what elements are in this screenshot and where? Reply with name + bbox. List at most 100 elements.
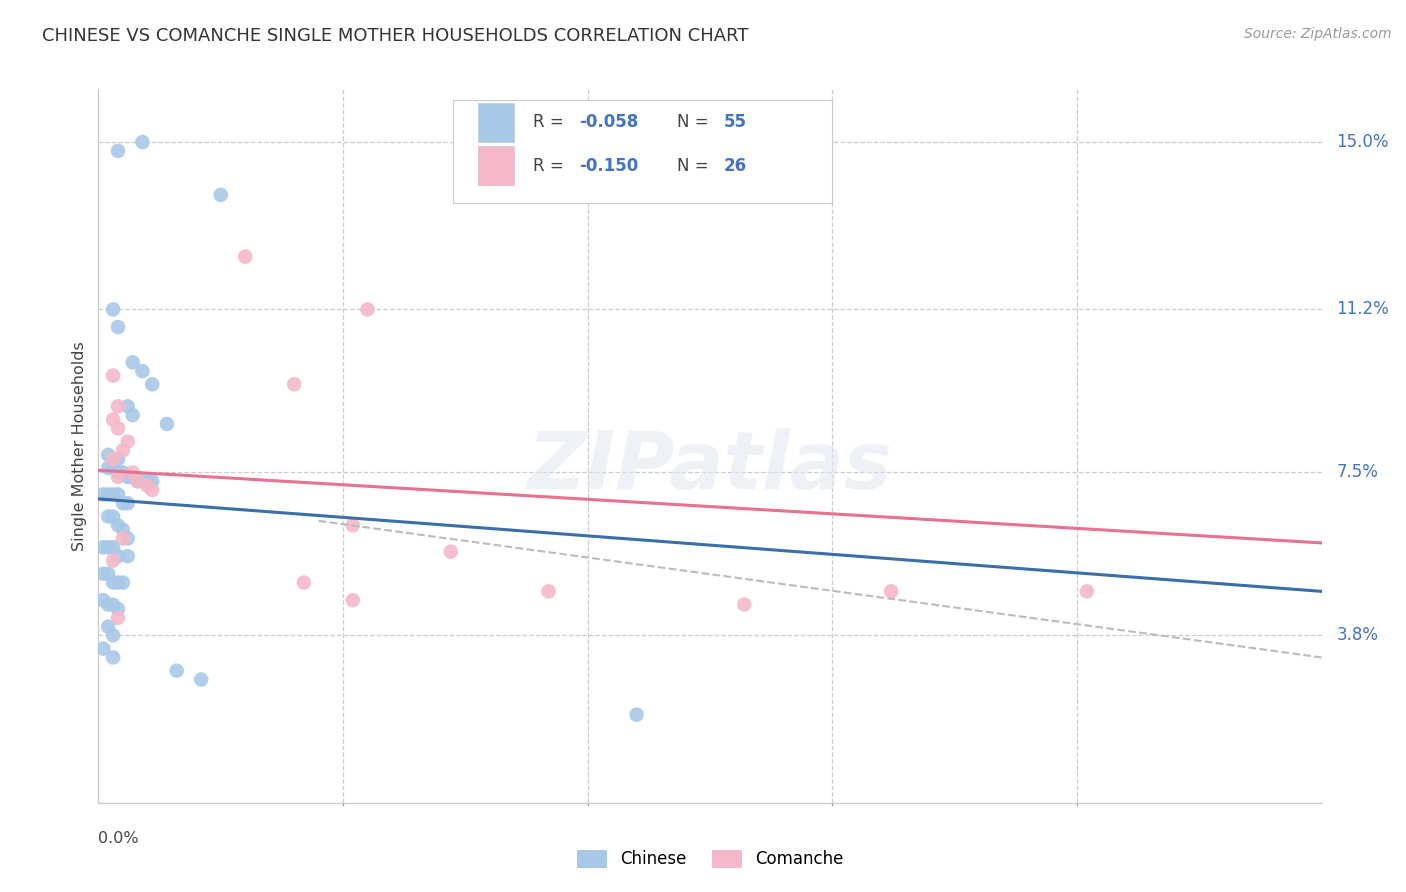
Point [1076, 584, 1098, 599]
Point [233, 250, 256, 264]
Point [101, 487, 124, 501]
Text: -0.150: -0.150 [579, 157, 638, 175]
Point [127, 475, 149, 489]
Point [101, 650, 124, 665]
Point [91, 566, 114, 581]
Point [107, 144, 129, 158]
Point [121, 355, 143, 369]
Point [141, 483, 163, 497]
Point [111, 575, 134, 590]
Point [97, 487, 120, 501]
Point [101, 461, 124, 475]
Point [107, 602, 129, 616]
Point [107, 452, 129, 467]
Point [117, 434, 139, 449]
Point [156, 417, 179, 431]
Point [101, 368, 124, 383]
Point [440, 545, 463, 559]
Text: 7.5%: 7.5% [1336, 464, 1378, 482]
Legend: Chinese, Comanche: Chinese, Comanche [568, 841, 852, 877]
Point [91, 641, 114, 656]
Point [356, 302, 378, 317]
FancyBboxPatch shape [453, 100, 832, 203]
Point [111, 496, 134, 510]
Point [733, 598, 755, 612]
Point [101, 541, 124, 555]
Point [117, 470, 139, 484]
Point [107, 421, 129, 435]
Point [283, 377, 305, 392]
Point [97, 509, 120, 524]
Point [121, 466, 143, 480]
Point [111, 523, 134, 537]
Text: R =: R = [533, 157, 568, 175]
Point [107, 466, 129, 480]
Bar [478, 103, 515, 142]
Point [107, 320, 129, 334]
Point [101, 628, 124, 642]
Point [342, 593, 364, 607]
Point [91, 487, 114, 501]
Point [342, 518, 364, 533]
Point [91, 593, 114, 607]
Point [136, 478, 159, 492]
Point [107, 549, 129, 563]
Point [131, 475, 153, 489]
Point [101, 575, 124, 590]
Point [136, 475, 159, 489]
Text: 11.2%: 11.2% [1336, 301, 1389, 318]
Point [111, 532, 134, 546]
Point [209, 188, 232, 202]
Point [107, 611, 129, 625]
Point [121, 470, 143, 484]
Point [101, 412, 124, 426]
Point [166, 664, 188, 678]
Text: 0.0%: 0.0% [98, 831, 139, 847]
Text: ZIPatlas: ZIPatlas [527, 428, 893, 507]
Point [97, 566, 120, 581]
Point [97, 461, 120, 475]
Point [101, 302, 124, 317]
Text: N =: N = [678, 157, 714, 175]
Point [101, 598, 124, 612]
Text: N =: N = [678, 113, 714, 131]
Point [626, 707, 648, 722]
Point [117, 532, 139, 546]
Point [107, 518, 129, 533]
Point [190, 673, 212, 687]
Point [107, 487, 129, 501]
Text: -0.058: -0.058 [579, 113, 638, 131]
Point [121, 408, 143, 422]
Y-axis label: Single Mother Households: Single Mother Households [72, 341, 87, 551]
Point [101, 509, 124, 524]
Text: CHINESE VS COMANCHE SINGLE MOTHER HOUSEHOLDS CORRELATION CHART: CHINESE VS COMANCHE SINGLE MOTHER HOUSEH… [42, 27, 748, 45]
Point [117, 400, 139, 414]
Point [117, 496, 139, 510]
Point [97, 619, 120, 633]
Point [141, 475, 163, 489]
Text: 3.8%: 3.8% [1336, 626, 1378, 644]
Point [880, 584, 903, 599]
Bar [478, 146, 515, 186]
Point [97, 541, 120, 555]
Point [97, 448, 120, 462]
Text: 26: 26 [724, 157, 747, 175]
Text: R =: R = [533, 113, 568, 131]
Point [537, 584, 560, 599]
Text: 55: 55 [724, 113, 747, 131]
Point [107, 470, 129, 484]
Point [91, 541, 114, 555]
Point [107, 400, 129, 414]
Point [117, 549, 139, 563]
Text: 15.0%: 15.0% [1336, 133, 1389, 151]
Point [101, 452, 124, 467]
Point [127, 475, 149, 489]
Text: Source: ZipAtlas.com: Source: ZipAtlas.com [1244, 27, 1392, 41]
Point [292, 575, 315, 590]
Point [111, 466, 134, 480]
Point [131, 135, 153, 149]
Point [111, 443, 134, 458]
Point [141, 377, 163, 392]
Point [101, 553, 124, 567]
Point [107, 575, 129, 590]
